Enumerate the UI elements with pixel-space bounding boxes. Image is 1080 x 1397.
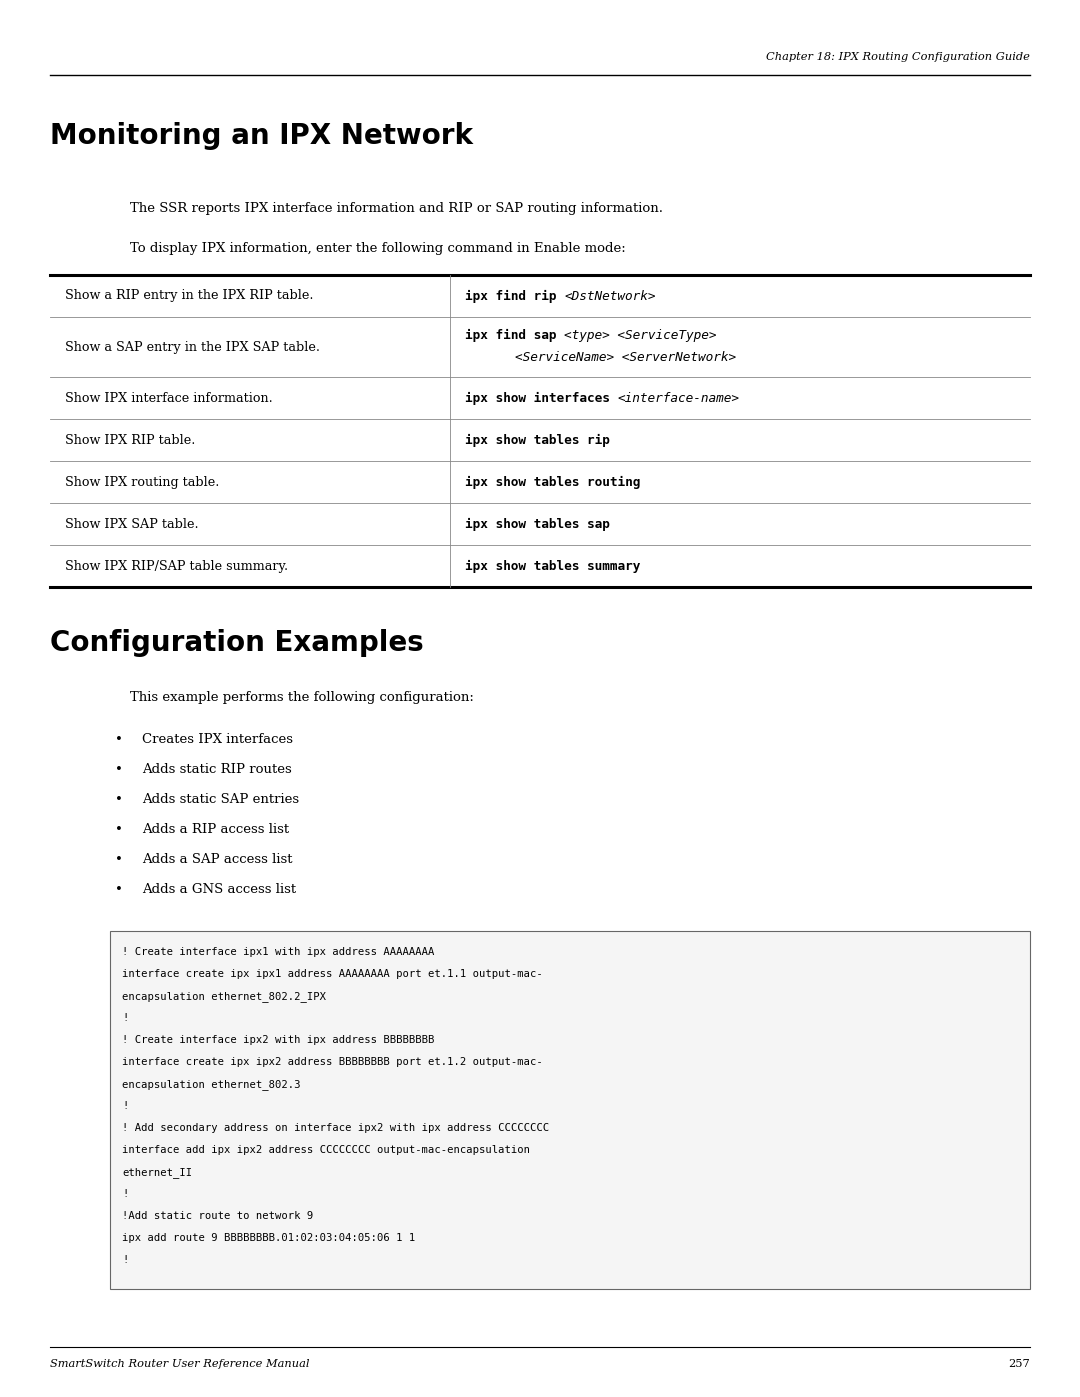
Text: ipx show tables sap: ipx show tables sap — [465, 517, 610, 531]
Text: Show a SAP entry in the IPX SAP table.: Show a SAP entry in the IPX SAP table. — [65, 341, 320, 353]
Text: Adds static SAP entries: Adds static SAP entries — [141, 793, 299, 806]
Text: ! Add secondary address on interface ipx2 with ipx address CCCCCCCC: ! Add secondary address on interface ipx… — [122, 1123, 549, 1133]
Text: Adds a RIP access list: Adds a RIP access list — [141, 823, 289, 835]
Text: •: • — [114, 883, 123, 895]
Bar — [110, 930, 1030, 1289]
Text: Show IPX SAP table.: Show IPX SAP table. — [65, 517, 199, 531]
Text: Show IPX RIP table.: Show IPX RIP table. — [65, 433, 195, 447]
Text: •: • — [114, 854, 123, 866]
Text: Monitoring an IPX Network: Monitoring an IPX Network — [50, 122, 473, 149]
Text: Show IPX routing table.: Show IPX routing table. — [65, 475, 219, 489]
Text: ipx add route 9 BBBBBBBB.01:02:03:04:05:06 1 1: ipx add route 9 BBBBBBBB.01:02:03:04:05:… — [122, 1234, 415, 1243]
Text: Adds a GNS access list: Adds a GNS access list — [141, 883, 296, 895]
Text: interface create ipx ipx2 address BBBBBBBB port et.1.2 output-mac-: interface create ipx ipx2 address BBBBBB… — [122, 1058, 543, 1067]
Text: Chapter 18: IPX Routing Configuration Guide: Chapter 18: IPX Routing Configuration Gu… — [766, 52, 1030, 61]
Text: !: ! — [122, 1013, 129, 1023]
Text: !Add static route to network 9: !Add static route to network 9 — [122, 1211, 313, 1221]
Text: ! Create interface ipx1 with ipx address AAAAAAAA: ! Create interface ipx1 with ipx address… — [122, 947, 434, 957]
Text: •: • — [114, 733, 123, 746]
Text: Adds static RIP routes: Adds static RIP routes — [141, 763, 292, 775]
Text: <interface-name>: <interface-name> — [618, 391, 740, 405]
Text: Configuration Examples: Configuration Examples — [50, 629, 423, 657]
Text: ethernet_II: ethernet_II — [122, 1166, 192, 1178]
Text: <type> <ServiceType>: <type> <ServiceType> — [564, 328, 717, 341]
Text: !: ! — [122, 1189, 129, 1199]
Text: ipx find rip: ipx find rip — [465, 289, 564, 303]
Text: encapsulation ethernet_802.3: encapsulation ethernet_802.3 — [122, 1078, 300, 1090]
Text: Creates IPX interfaces: Creates IPX interfaces — [141, 733, 293, 746]
Text: Show a RIP entry in the IPX RIP table.: Show a RIP entry in the IPX RIP table. — [65, 289, 313, 303]
Text: !: ! — [122, 1255, 129, 1266]
Text: To display IPX information, enter the following command in Enable mode:: To display IPX information, enter the fo… — [130, 242, 625, 256]
Text: ipx show tables routing: ipx show tables routing — [465, 475, 640, 489]
Text: •: • — [114, 793, 123, 806]
Text: ! Create interface ipx2 with ipx address BBBBBBBB: ! Create interface ipx2 with ipx address… — [122, 1035, 434, 1045]
Text: 257: 257 — [1009, 1359, 1030, 1369]
Text: <ServiceName> <ServerNetwork>: <ServiceName> <ServerNetwork> — [515, 351, 737, 365]
Text: Show IPX RIP/SAP table summary.: Show IPX RIP/SAP table summary. — [65, 560, 288, 573]
Text: ipx find sap: ipx find sap — [465, 328, 564, 341]
Text: ipx show tables summary: ipx show tables summary — [465, 559, 640, 573]
Text: ipx show interfaces: ipx show interfaces — [465, 391, 618, 405]
Text: encapsulation ethernet_802.2_IPX: encapsulation ethernet_802.2_IPX — [122, 990, 326, 1002]
Text: interface create ipx ipx1 address AAAAAAAA port et.1.1 output-mac-: interface create ipx ipx1 address AAAAAA… — [122, 970, 543, 979]
Text: Show IPX interface information.: Show IPX interface information. — [65, 391, 273, 405]
Text: •: • — [114, 763, 123, 775]
Text: •: • — [114, 823, 123, 835]
Text: The SSR reports IPX interface information and RIP or SAP routing information.: The SSR reports IPX interface informatio… — [130, 203, 663, 215]
Text: Adds a SAP access list: Adds a SAP access list — [141, 854, 293, 866]
Text: SmartSwitch Router User Reference Manual: SmartSwitch Router User Reference Manual — [50, 1359, 310, 1369]
Text: interface add ipx ipx2 address CCCCCCCC output-mac-encapsulation: interface add ipx ipx2 address CCCCCCCC … — [122, 1146, 530, 1155]
Text: !: ! — [122, 1101, 129, 1111]
Text: This example performs the following configuration:: This example performs the following conf… — [130, 692, 474, 704]
Text: <DstNetwork>: <DstNetwork> — [564, 289, 656, 303]
Text: ipx show tables rip: ipx show tables rip — [465, 433, 610, 447]
